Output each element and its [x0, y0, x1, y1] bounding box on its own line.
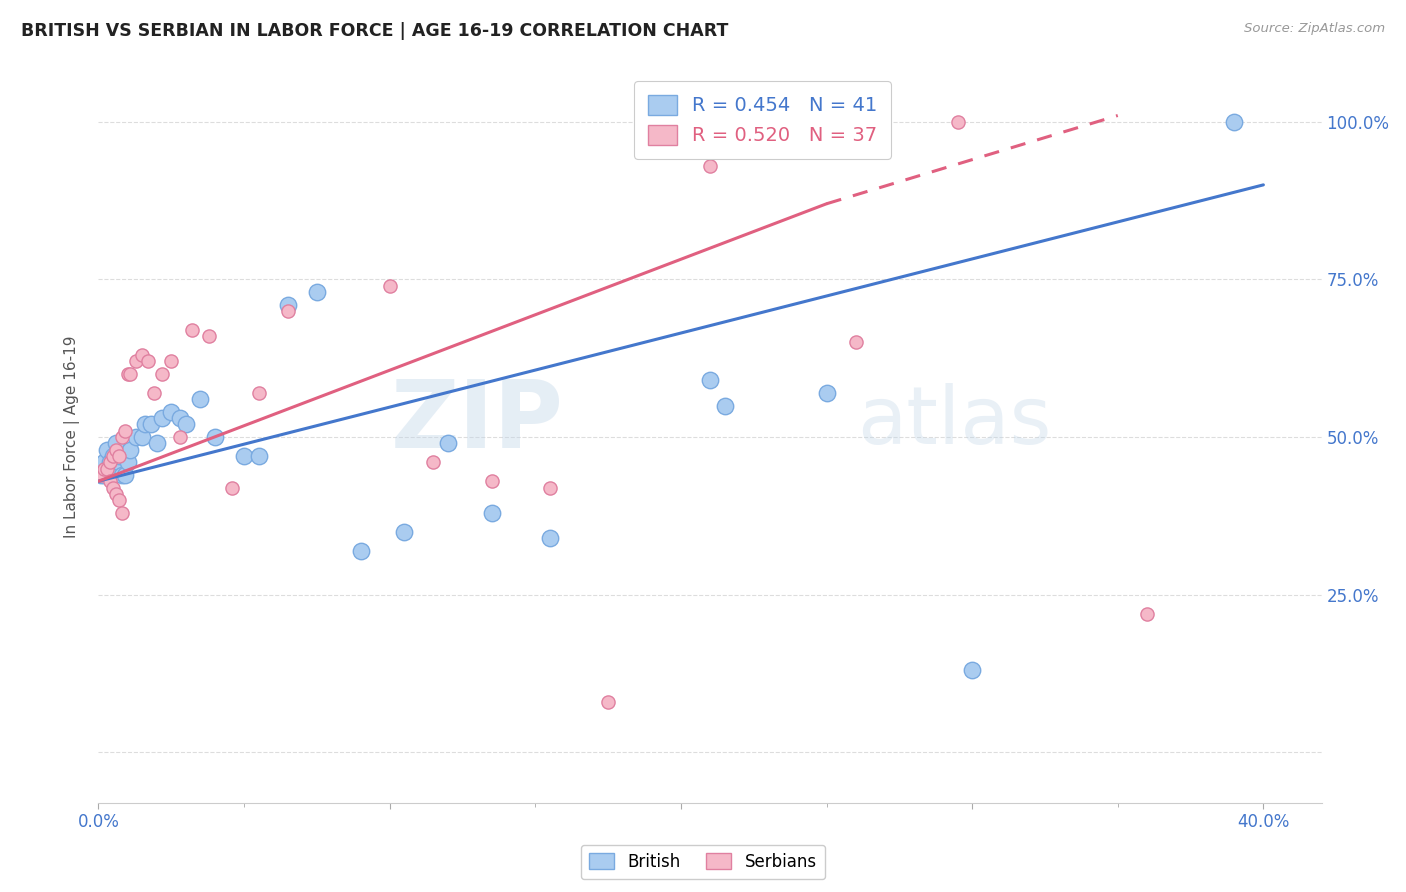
- Point: [277, 298, 299, 312]
- Point: [114, 467, 136, 482]
- Point: [114, 424, 136, 438]
- Point: [845, 335, 868, 350]
- Point: [188, 392, 212, 407]
- Point: [96, 461, 118, 475]
- Point: [93, 461, 115, 475]
- Point: [277, 304, 299, 318]
- Point: [111, 506, 134, 520]
- Point: [233, 449, 256, 463]
- Point: [120, 442, 142, 457]
- Point: [134, 417, 156, 432]
- Point: [96, 461, 118, 475]
- Text: BRITISH VS SERBIAN IN LABOR FORCE | AGE 16-19 CORRELATION CHART: BRITISH VS SERBIAN IN LABOR FORCE | AGE …: [21, 22, 728, 40]
- Point: [378, 278, 401, 293]
- Point: [117, 455, 139, 469]
- Y-axis label: In Labor Force | Age 16-19: In Labor Force | Age 16-19: [63, 335, 80, 539]
- Point: [169, 430, 191, 444]
- Point: [108, 449, 131, 463]
- Text: Source: ZipAtlas.com: Source: ZipAtlas.com: [1244, 22, 1385, 36]
- Point: [169, 411, 191, 425]
- Point: [93, 467, 115, 482]
- Point: [104, 436, 127, 450]
- Point: [120, 367, 142, 381]
- Point: [117, 367, 139, 381]
- Point: [98, 455, 121, 469]
- Point: [131, 348, 153, 362]
- Point: [247, 386, 270, 401]
- Point: [221, 481, 243, 495]
- Point: [422, 455, 444, 469]
- Point: [596, 695, 619, 709]
- Point: [437, 436, 460, 450]
- Point: [1136, 607, 1159, 621]
- Point: [247, 449, 270, 463]
- Point: [349, 543, 371, 558]
- Legend: British, Serbians: British, Serbians: [581, 845, 825, 880]
- Point: [98, 455, 121, 469]
- Point: [160, 405, 183, 419]
- Point: [481, 474, 503, 488]
- Point: [139, 417, 162, 432]
- Point: [101, 467, 124, 482]
- Point: [101, 449, 124, 463]
- Point: [160, 354, 183, 368]
- Point: [104, 461, 127, 475]
- Point: [713, 399, 735, 413]
- Point: [98, 474, 121, 488]
- Point: [538, 531, 561, 545]
- Point: [960, 664, 983, 678]
- Point: [305, 285, 328, 299]
- Point: [90, 467, 112, 482]
- Point: [204, 430, 226, 444]
- Point: [111, 430, 134, 444]
- Point: [125, 430, 148, 444]
- Point: [101, 449, 124, 463]
- Point: [1223, 115, 1246, 129]
- Point: [108, 455, 131, 469]
- Point: [180, 323, 202, 337]
- Point: [96, 442, 118, 457]
- Text: ZIP: ZIP: [391, 376, 564, 468]
- Point: [152, 411, 174, 425]
- Point: [125, 354, 148, 368]
- Point: [104, 487, 127, 501]
- Point: [946, 115, 969, 129]
- Point: [136, 354, 159, 368]
- Point: [145, 436, 167, 450]
- Point: [131, 430, 153, 444]
- Point: [699, 159, 721, 173]
- Point: [142, 386, 165, 401]
- Point: [104, 442, 127, 457]
- Point: [699, 373, 721, 387]
- Point: [174, 417, 197, 432]
- Point: [392, 524, 416, 539]
- Point: [152, 367, 174, 381]
- Point: [481, 506, 503, 520]
- Point: [538, 481, 561, 495]
- Point: [90, 467, 112, 482]
- Point: [198, 329, 221, 343]
- Point: [93, 455, 115, 469]
- Point: [815, 386, 838, 401]
- Legend: R = 0.454   N = 41, R = 0.520   N = 37: R = 0.454 N = 41, R = 0.520 N = 37: [634, 81, 891, 159]
- Point: [111, 467, 134, 482]
- Text: atlas: atlas: [856, 384, 1052, 461]
- Point: [108, 449, 131, 463]
- Point: [101, 481, 124, 495]
- Point: [108, 493, 131, 508]
